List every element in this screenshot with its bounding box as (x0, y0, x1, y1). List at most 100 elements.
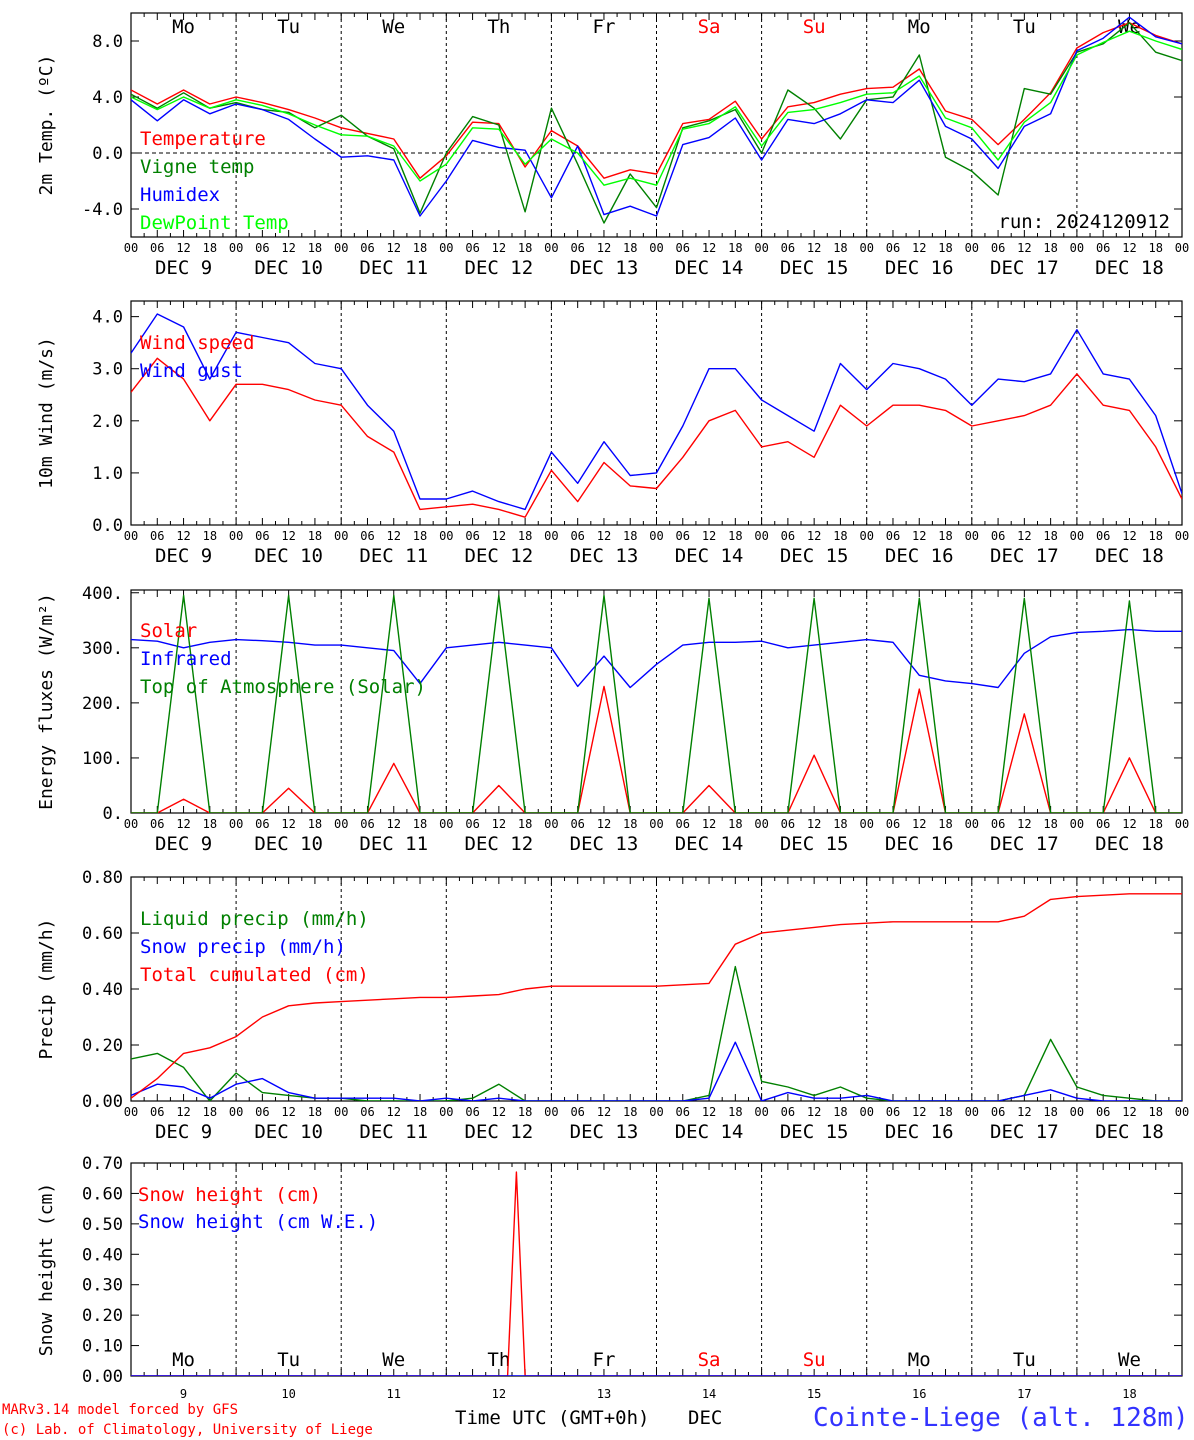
date-label: DEC 15 (780, 257, 849, 279)
x-tick-label: 00 (1175, 241, 1189, 255)
x-tick-label: 18 (623, 817, 637, 831)
x-tick-label: 18 (1148, 817, 1162, 831)
x-tick-label: 18 (833, 529, 847, 543)
y-axis-label: 10m Wind (m/s) (36, 337, 57, 489)
y-tick-label: 0.10 (82, 1337, 123, 1357)
x-tick-label: 00 (649, 529, 663, 543)
x-tick-label: 18 (1148, 1105, 1162, 1119)
y-tick-label: 1.0 (92, 464, 123, 484)
y-tick-label: 300. (82, 639, 123, 659)
y-tick-label: 0.0 (92, 516, 123, 536)
x-tick-label: 00 (859, 817, 873, 831)
x-tick-label: 00 (334, 241, 348, 255)
date-label: DEC 17 (990, 1121, 1059, 1143)
x-tick-label: 18 (1043, 817, 1057, 831)
x-tick-label: 18 (623, 1105, 637, 1119)
x-tick-label: 00 (754, 241, 768, 255)
date-label: DEC 13 (570, 1121, 639, 1143)
y-tick-label: 2.0 (92, 412, 123, 432)
x-tick-label: 06 (991, 529, 1005, 543)
series-line (131, 1041, 1182, 1101)
plot-frame (130, 589, 1183, 814)
weekday-label: Mo (908, 1349, 931, 1371)
date-label: DEC 18 (1095, 833, 1164, 855)
date-label: DEC 12 (465, 833, 534, 855)
x-tick-label: 12 (1122, 529, 1136, 543)
x-tick-label: 00 (439, 529, 453, 543)
x-tick-label: 12 (492, 1105, 506, 1119)
date-label: DEC 16 (885, 833, 954, 855)
date-label: DEC 17 (990, 833, 1059, 855)
x-tick-label: 18 (833, 817, 847, 831)
x-tick-label: 18 (308, 529, 322, 543)
date-label: DEC 12 (465, 257, 534, 279)
x-tick-label: 12 (281, 817, 295, 831)
y-tick-label: 200. (82, 694, 123, 714)
date-label: DEC 10 (254, 545, 323, 567)
x-tick-label: 18 (203, 817, 217, 831)
x-tick-label: 00 (124, 241, 138, 255)
y-tick-label: 0.20 (82, 1306, 123, 1326)
x-tick-label: 18 (518, 529, 532, 543)
x-tick-label: 12 (807, 241, 821, 255)
x-tick-label: 00 (124, 1105, 138, 1119)
x-tick-label: 06 (1096, 241, 1110, 255)
x-tick-label: 12 (597, 241, 611, 255)
x-tick-label: 12 (1122, 241, 1136, 255)
y-tick-label: 0.60 (82, 924, 123, 944)
x-tick-label: 12 (387, 529, 401, 543)
x-tick-label: 00 (649, 1105, 663, 1119)
x-axis-month: DEC (688, 1407, 722, 1429)
x-tick-label: 12 (492, 529, 506, 543)
x-tick-label: 00 (965, 241, 979, 255)
series-line (131, 893, 1182, 1099)
x-tick-label: 12 (387, 241, 401, 255)
legend-entry: Snow height (cm) (138, 1184, 321, 1206)
weekday-label: Fr (593, 16, 616, 38)
x-tick-label: 06 (255, 241, 269, 255)
weekday-label: Su (803, 16, 826, 38)
date-label: DEC 10 (254, 257, 323, 279)
x-tick-label: 06 (886, 817, 900, 831)
date-label: DEC 13 (570, 545, 639, 567)
y-axis-label: Energy fluxes (W/m²) (36, 593, 57, 810)
legend-entry: Vigne temp (140, 156, 254, 178)
y-tick-label: 100. (82, 749, 123, 769)
x-tick-label: 12 (1122, 1105, 1136, 1119)
x-tick-label: 00 (544, 529, 558, 543)
x-tick-label: 00 (1070, 817, 1084, 831)
x-tick-label: 18 (938, 241, 952, 255)
copyright: (c) Lab. of Climatology, University of L… (2, 1422, 373, 1438)
date-label: DEC 9 (155, 545, 212, 567)
y-axis-label: Precip (mm/h) (36, 919, 57, 1060)
y-tick-label: 0.30 (82, 1276, 123, 1296)
x-tick-label: 00 (544, 241, 558, 255)
x-tick-label: 06 (676, 1105, 690, 1119)
day-number: 11 (387, 1387, 401, 1401)
x-tick-label: 12 (176, 1105, 190, 1119)
x-tick-label: 00 (1175, 1105, 1189, 1119)
y-tick-label: 0.70 (82, 1154, 123, 1174)
series-line (131, 30, 1182, 186)
x-tick-label: 18 (203, 241, 217, 255)
weekday-label: Sa (698, 16, 721, 38)
x-tick-label: 12 (912, 817, 926, 831)
panel-2: 00 06 12 18 00 06 12 18 00 06 12 18 00 06 12 18 00 06 12 18… (36, 300, 1189, 567)
x-tick-label: 06 (570, 817, 584, 831)
x-tick-label: 18 (1043, 529, 1057, 543)
x-tick-label: 06 (465, 529, 479, 543)
x-tick-label: 18 (833, 1105, 847, 1119)
date-label: DEC 13 (570, 257, 639, 279)
day-number: 13 (597, 1387, 611, 1401)
series-line (131, 16, 1182, 217)
series-line (131, 357, 1182, 518)
legend-entry: Wind speed (140, 332, 254, 354)
x-tick-label: 12 (807, 1105, 821, 1119)
weekday-label: Th (487, 1349, 510, 1371)
y-tick-label: 0.20 (82, 1036, 123, 1056)
x-tick-label: 12 (1017, 1105, 1031, 1119)
date-label: DEC 11 (359, 257, 428, 279)
x-tick-label: 18 (308, 1105, 322, 1119)
x-tick-label: 00 (859, 529, 873, 543)
